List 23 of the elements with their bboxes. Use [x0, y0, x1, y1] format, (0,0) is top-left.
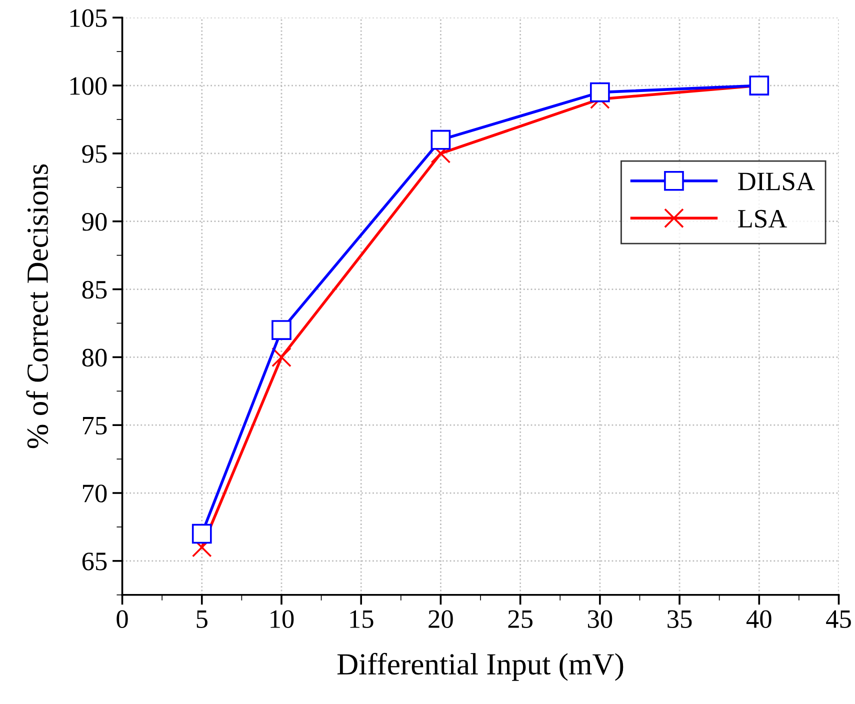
y-tick-label: 85: [82, 280, 107, 299]
x-axis-title: Differential Input (mV): [337, 652, 624, 681]
x-tick-label: 0: [116, 610, 128, 628]
x-tick-label: 45: [826, 610, 851, 628]
y-tick-label: 105: [70, 9, 107, 28]
x-tick-label: 10: [270, 610, 294, 628]
legend-label: DILSA: [738, 172, 815, 190]
y-tick-label: 90: [82, 212, 107, 231]
legend-label: LSA: [738, 210, 787, 228]
x-tick-label: 30: [588, 610, 612, 628]
x-tick-label: 20: [428, 610, 453, 628]
y-tick-label: 80: [82, 348, 107, 367]
y-tick-label: 95: [82, 145, 107, 163]
y-tick-label: 65: [82, 552, 107, 570]
x-tick-label: 5: [196, 610, 208, 628]
x-tick-label: 25: [508, 610, 532, 628]
y-tick-label: 75: [83, 416, 107, 435]
x-tick-label: 40: [746, 610, 772, 628]
y-tick-label: 70: [83, 484, 107, 502]
x-tick-label: 15: [350, 610, 374, 628]
y-tick-label: 100: [70, 77, 107, 95]
x-tick-label: 35: [668, 610, 692, 628]
y-axis-title: % of Correct Decisions: [26, 164, 48, 448]
